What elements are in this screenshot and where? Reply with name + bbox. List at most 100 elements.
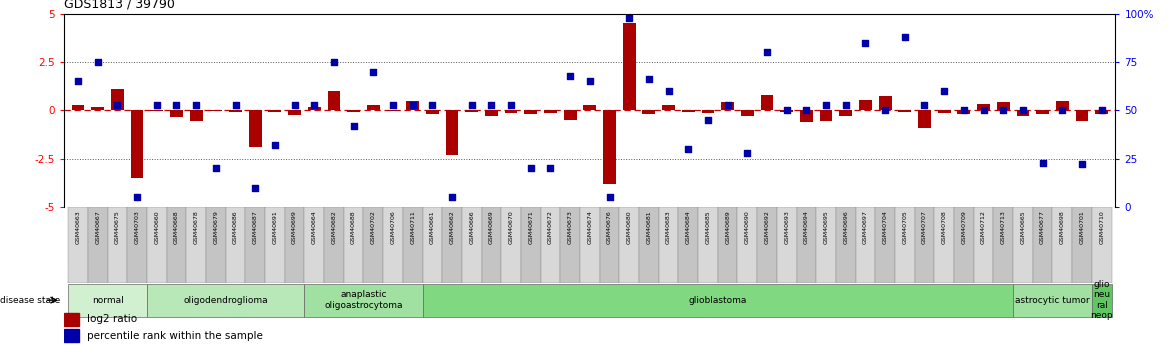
Text: GSM40703: GSM40703	[134, 210, 139, 244]
Bar	[88, 207, 107, 283]
Point	[207, 166, 225, 171]
Bar	[524, 110, 537, 114]
Bar	[619, 207, 639, 283]
Bar	[639, 207, 659, 283]
Bar	[324, 207, 343, 283]
Bar	[718, 207, 737, 283]
Bar	[994, 207, 1013, 283]
Point	[167, 102, 186, 107]
Text: GSM40707: GSM40707	[922, 210, 927, 244]
Bar	[898, 110, 911, 112]
Bar	[978, 104, 990, 110]
Bar	[797, 207, 816, 283]
Bar	[127, 207, 147, 283]
Bar	[446, 110, 458, 155]
Bar	[403, 207, 423, 283]
Point	[1034, 160, 1052, 165]
Bar	[875, 207, 895, 283]
Text: GSM40660: GSM40660	[154, 210, 159, 244]
Text: GSM40687: GSM40687	[252, 210, 258, 244]
Bar	[642, 110, 655, 114]
Point	[502, 102, 521, 107]
Bar	[131, 110, 144, 178]
Bar	[423, 284, 1013, 317]
Point	[403, 102, 422, 107]
Bar	[1092, 207, 1112, 283]
Text: GSM40664: GSM40664	[312, 210, 317, 244]
Text: anaplastic
oligoastrocytoma: anaplastic oligoastrocytoma	[325, 290, 403, 310]
Bar	[760, 95, 773, 110]
Point	[718, 102, 737, 107]
Text: GSM40696: GSM40696	[843, 210, 848, 244]
Bar	[229, 110, 242, 112]
Text: GSM40669: GSM40669	[489, 210, 494, 244]
Bar	[167, 207, 186, 283]
Bar	[938, 110, 951, 113]
Bar	[741, 110, 753, 116]
Bar	[974, 207, 994, 283]
Text: GSM40682: GSM40682	[332, 210, 336, 244]
Bar	[895, 207, 915, 283]
Bar	[107, 207, 127, 283]
Bar	[245, 207, 265, 283]
Text: GSM40671: GSM40671	[528, 210, 534, 244]
Bar	[1076, 110, 1089, 121]
Bar	[308, 107, 321, 110]
Point	[383, 102, 402, 107]
Text: GSM40694: GSM40694	[804, 210, 809, 244]
Point	[325, 59, 343, 65]
Text: disease state: disease state	[0, 296, 61, 305]
Bar	[151, 110, 164, 111]
Bar	[544, 110, 557, 113]
Bar	[68, 207, 88, 283]
Point	[109, 102, 127, 107]
Bar	[249, 110, 262, 147]
Bar	[347, 110, 360, 112]
Bar	[265, 207, 285, 283]
Point	[836, 102, 855, 107]
Point	[345, 123, 363, 129]
Bar	[91, 107, 104, 110]
Text: GSM40701: GSM40701	[1079, 210, 1084, 244]
Bar	[443, 207, 461, 283]
Text: GSM40678: GSM40678	[194, 210, 199, 244]
Text: GSM40689: GSM40689	[725, 210, 730, 244]
Text: GSM40697: GSM40697	[863, 210, 868, 244]
Bar	[209, 110, 222, 111]
Point	[89, 59, 107, 65]
Text: oligodendroglioma: oligodendroglioma	[183, 296, 267, 305]
Bar	[426, 110, 439, 114]
Text: GSM40709: GSM40709	[961, 210, 966, 244]
Point	[1052, 108, 1071, 113]
Point	[127, 195, 146, 200]
Point	[738, 150, 757, 156]
Bar	[387, 110, 399, 111]
Text: GSM40695: GSM40695	[823, 210, 828, 244]
Text: GSM40685: GSM40685	[705, 210, 710, 244]
Point	[640, 77, 659, 82]
Text: percentile rank within the sample: percentile rank within the sample	[86, 331, 263, 341]
Text: GSM40684: GSM40684	[686, 210, 690, 244]
Bar	[285, 207, 305, 283]
Text: GSM40662: GSM40662	[450, 210, 454, 244]
Text: GSM40702: GSM40702	[370, 210, 376, 244]
Bar	[541, 207, 561, 283]
Text: GSM40698: GSM40698	[1059, 210, 1065, 244]
Bar	[171, 110, 183, 117]
Bar	[698, 207, 718, 283]
Bar	[505, 110, 517, 113]
Text: GSM40666: GSM40666	[470, 210, 474, 244]
Point	[147, 102, 166, 107]
Text: GSM40713: GSM40713	[1001, 210, 1006, 244]
Bar	[1036, 110, 1049, 114]
Bar	[954, 207, 974, 283]
Bar	[64, 329, 78, 342]
Bar	[580, 207, 599, 283]
Text: astrocytic tumor: astrocytic tumor	[1015, 296, 1090, 305]
Point	[69, 79, 88, 84]
Bar	[147, 284, 305, 317]
Point	[698, 117, 717, 123]
Bar	[288, 110, 301, 115]
Bar	[406, 101, 419, 110]
Text: GSM40708: GSM40708	[941, 210, 947, 244]
